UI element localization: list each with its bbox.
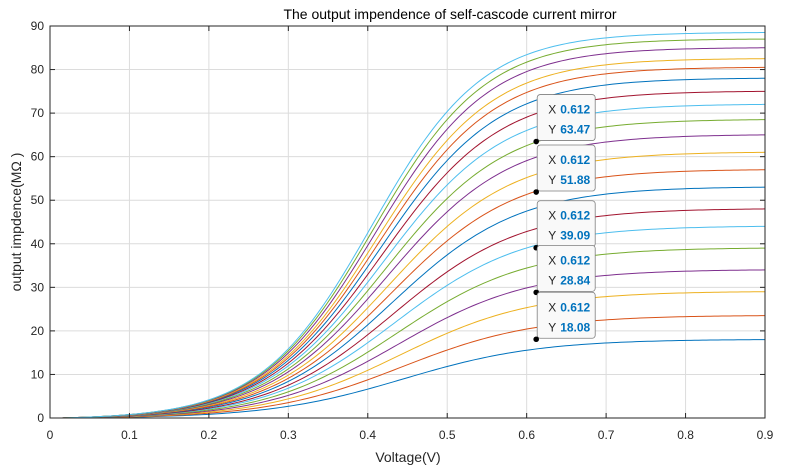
datatip-x-value: 0.612 [560,209,590,223]
y-tick-label: 50 [31,193,45,207]
datatip-y-row: Y 28.84 [548,273,590,287]
datatip-x-row: X 0.612 [548,103,590,117]
datatip[interactable]: X 0.612 Y 63.47 [533,94,596,145]
datatip-marker [533,336,539,343]
datatip-x-label: X [548,253,556,267]
x-tick-label: 0.9 [757,428,774,442]
series-line [61,269,766,419]
x-axis-title: Voltage(V) [375,449,440,465]
x-tick-label: 0.4 [359,428,376,442]
series-line [61,339,766,419]
datatip-x-row: X 0.612 [548,300,590,314]
datatip-x-row: X 0.612 [548,153,590,167]
datatip-x-value: 0.612 [560,153,590,167]
datatip-box [536,291,596,339]
x-tick-label: 0.8 [677,428,694,442]
x-tick-label: 0.2 [201,428,218,442]
datatip-y-value: 18.08 [560,320,590,334]
ticks: 0 0.1 0.2 0.3 0.4 0.5 0.6 0.7 0.8 0.9 0 10 20 30 40 50 6… [31,19,774,442]
datatip-x-label: X [548,153,556,167]
datatip[interactable]: X 0.612 Y 51.88 [533,144,596,195]
series-line [61,247,766,419]
x-tick-label: 0 [47,428,54,442]
series-line [61,208,766,419]
chart-title: The output impendence of self-cascode cu… [283,6,616,22]
plot-area-frame [49,25,766,419]
datatip-y-row: Y 51.88 [548,173,590,187]
datatip-x-row: X 0.612 [548,209,590,223]
datatip[interactable]: X 0.612 Y 28.84 [533,244,596,296]
plot-area-background [50,26,765,418]
datatip-y-value: 63.47 [560,123,590,137]
x-tick-label: 0.3 [280,428,297,442]
series-line [61,32,766,419]
y-tick-label: 40 [31,237,45,251]
x-tick-label: 0.7 [598,428,615,442]
y-tick-label: 20 [31,324,45,338]
datatip-x-value: 0.612 [560,253,590,267]
datatip-x-value: 0.612 [560,103,590,117]
datatip-box [536,144,596,192]
datatip[interactable]: X 0.612 Y 39.09 [533,200,596,251]
datatip-y-label: Y [548,123,556,137]
y-tick-label: 30 [31,280,45,294]
series-line [61,291,766,419]
datatips: X 0.612 Y 63.47 X 0.612 Y 51.88 X 0.612 Y 39.09 X 0.6… [533,94,596,343]
y-tick-label: 10 [31,367,45,381]
datatip-x-row: X 0.612 [548,253,590,267]
datatip-x-label: X [548,209,556,223]
x-tick-label: 0.6 [518,428,535,442]
datatip-y-label: Y [548,273,556,287]
x-tick-label: 0.1 [121,428,138,442]
series-line [61,315,766,419]
y-tick-label: 0 [37,411,44,425]
datatip-y-row: Y 18.08 [548,320,590,334]
x-tick-label: 0.5 [439,428,456,442]
datatip-box [536,244,596,292]
y-tick-label: 90 [31,19,45,33]
datatip-y-row: Y 39.09 [548,229,590,243]
y-tick-label: 80 [31,63,45,77]
series-group [61,32,766,419]
datatip-y-value: 28.84 [560,273,590,287]
datatip[interactable]: X 0.612 Y 18.08 [533,291,596,343]
datatip-y-label: Y [548,173,556,187]
datatip-marker [533,138,539,145]
datatip-x-label: X [548,300,556,314]
datatip-marker [533,189,539,195]
datatip-x-label: X [548,103,556,117]
datatip-y-row: Y 63.47 [548,123,590,137]
y-tick-label: 70 [31,106,45,120]
datatip-y-value: 39.09 [560,229,590,243]
datatip-y-label: Y [548,320,556,334]
y-axis-title: output impdence(MΩ ) [8,153,24,292]
y-tick-label: 60 [31,150,45,164]
datatip-box [536,94,596,141]
datatip-y-label: Y [548,229,556,243]
datatip-x-value: 0.612 [560,300,590,314]
datatip-y-value: 51.88 [560,173,590,187]
